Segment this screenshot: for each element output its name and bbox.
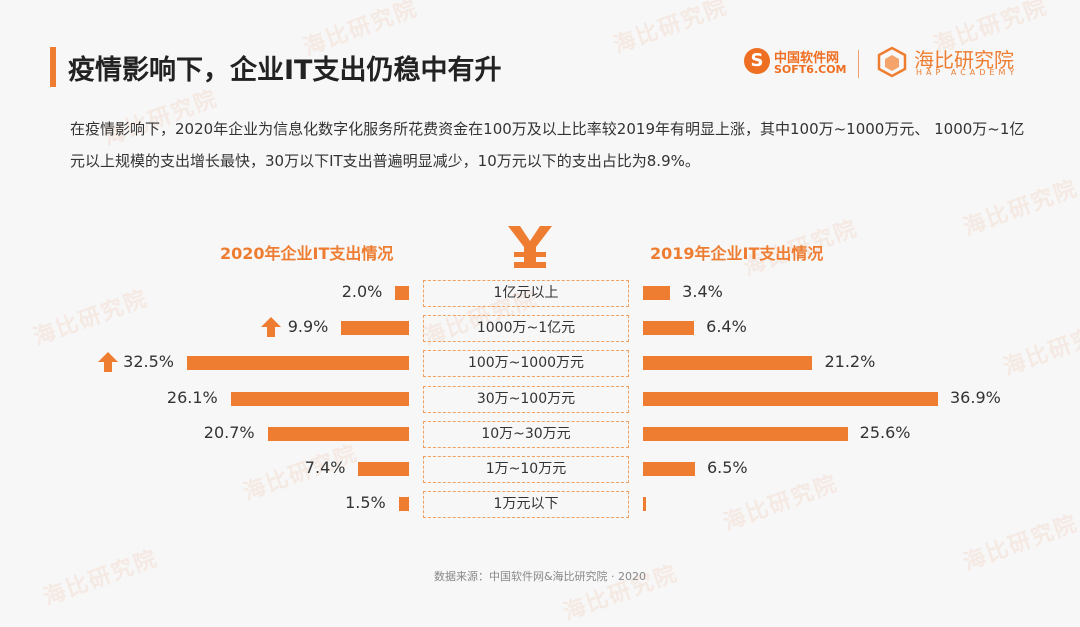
value-label-2020: 9.9% bbox=[287, 317, 329, 337]
watermark: 海比研究院 bbox=[610, 0, 732, 59]
hap-logo-icon bbox=[877, 46, 907, 78]
legend-2019: 2019年企业IT支出情况 bbox=[650, 244, 824, 263]
category-label: 30万~100万元 bbox=[423, 385, 629, 413]
bar-2019 bbox=[643, 391, 938, 406]
data-source: 数据来源：中国软件网&海比研究院 · 2020 bbox=[433, 570, 647, 583]
value-label-2019: 25.6% bbox=[859, 422, 911, 442]
bar-2020 bbox=[267, 426, 409, 441]
bar-2020 bbox=[398, 497, 409, 512]
value-label-2020: 26.1% bbox=[166, 387, 218, 407]
up-arrow-icon bbox=[97, 351, 119, 373]
description-text: 在疫情影响下，2020年企业为信息化数字化服务所花费资金在100万及以上比率较2… bbox=[70, 120, 1025, 170]
value-label-2020: 2.0% bbox=[341, 282, 383, 301]
page-title: 疫情影响下，企业IT支出仍稳中有升 bbox=[68, 55, 502, 86]
bar-2020 bbox=[395, 286, 409, 300]
bar-2020 bbox=[187, 356, 409, 371]
watermark: 海比研究院 bbox=[30, 286, 152, 351]
soft6-logo-en: SOFT6.COM bbox=[774, 63, 847, 76]
hap-logo-en: HAP ACADEMY bbox=[916, 68, 1019, 77]
logo-divider bbox=[858, 50, 859, 78]
hap-logo-cn: 海比研究院 bbox=[914, 48, 1014, 72]
value-label-2020: 7.4% bbox=[304, 458, 346, 477]
value-label-2019: 36.9% bbox=[950, 387, 1001, 407]
bar-2019 bbox=[643, 426, 848, 441]
bar-2019 bbox=[643, 462, 695, 476]
watermark: 海比研究院 bbox=[960, 511, 1080, 576]
watermark: 海比研究院 bbox=[1000, 316, 1080, 381]
bar-2020 bbox=[341, 321, 409, 336]
title-accent-bar bbox=[50, 47, 56, 87]
category-label: 10万~30万元 bbox=[423, 420, 629, 448]
watermark: 海比研究院 bbox=[960, 176, 1080, 241]
value-label-2020: 20.7% bbox=[203, 422, 255, 442]
watermark: 海比研究院 bbox=[560, 561, 682, 626]
value-label-2019: 6.4% bbox=[706, 317, 747, 337]
soft6-logo-cn: 中国软件网 bbox=[774, 51, 840, 66]
value-label-2019: 6.5% bbox=[706, 458, 748, 477]
yen-icon bbox=[508, 226, 552, 268]
value-label-2019: 21.2% bbox=[824, 352, 876, 372]
bar-2019 bbox=[643, 497, 646, 512]
legend-2020: 2020年企业IT支出情况 bbox=[220, 244, 394, 263]
category-label: 1000万~1亿元 bbox=[423, 315, 629, 343]
category-label: 100万~1000万元 bbox=[423, 350, 629, 378]
up-arrow-icon bbox=[260, 316, 282, 338]
soft6-logo: S 中国软件网 SOFT6.COM bbox=[744, 48, 847, 78]
soft6-logo-icon: S bbox=[744, 48, 770, 74]
value-label-2019: 3.4% bbox=[682, 282, 723, 301]
category-label: 1万~10万元 bbox=[423, 456, 629, 483]
category-label: 1亿元以上 bbox=[423, 280, 629, 307]
bar-2020 bbox=[358, 462, 409, 476]
value-label-2020: 1.5% bbox=[345, 493, 386, 513]
bar-2019 bbox=[643, 356, 813, 371]
value-label-2020: 32.5% bbox=[123, 352, 174, 372]
bar-2020 bbox=[230, 391, 409, 406]
bar-2019 bbox=[643, 321, 695, 336]
bar-2019 bbox=[643, 286, 671, 300]
category-label: 1万元以下 bbox=[423, 491, 629, 519]
